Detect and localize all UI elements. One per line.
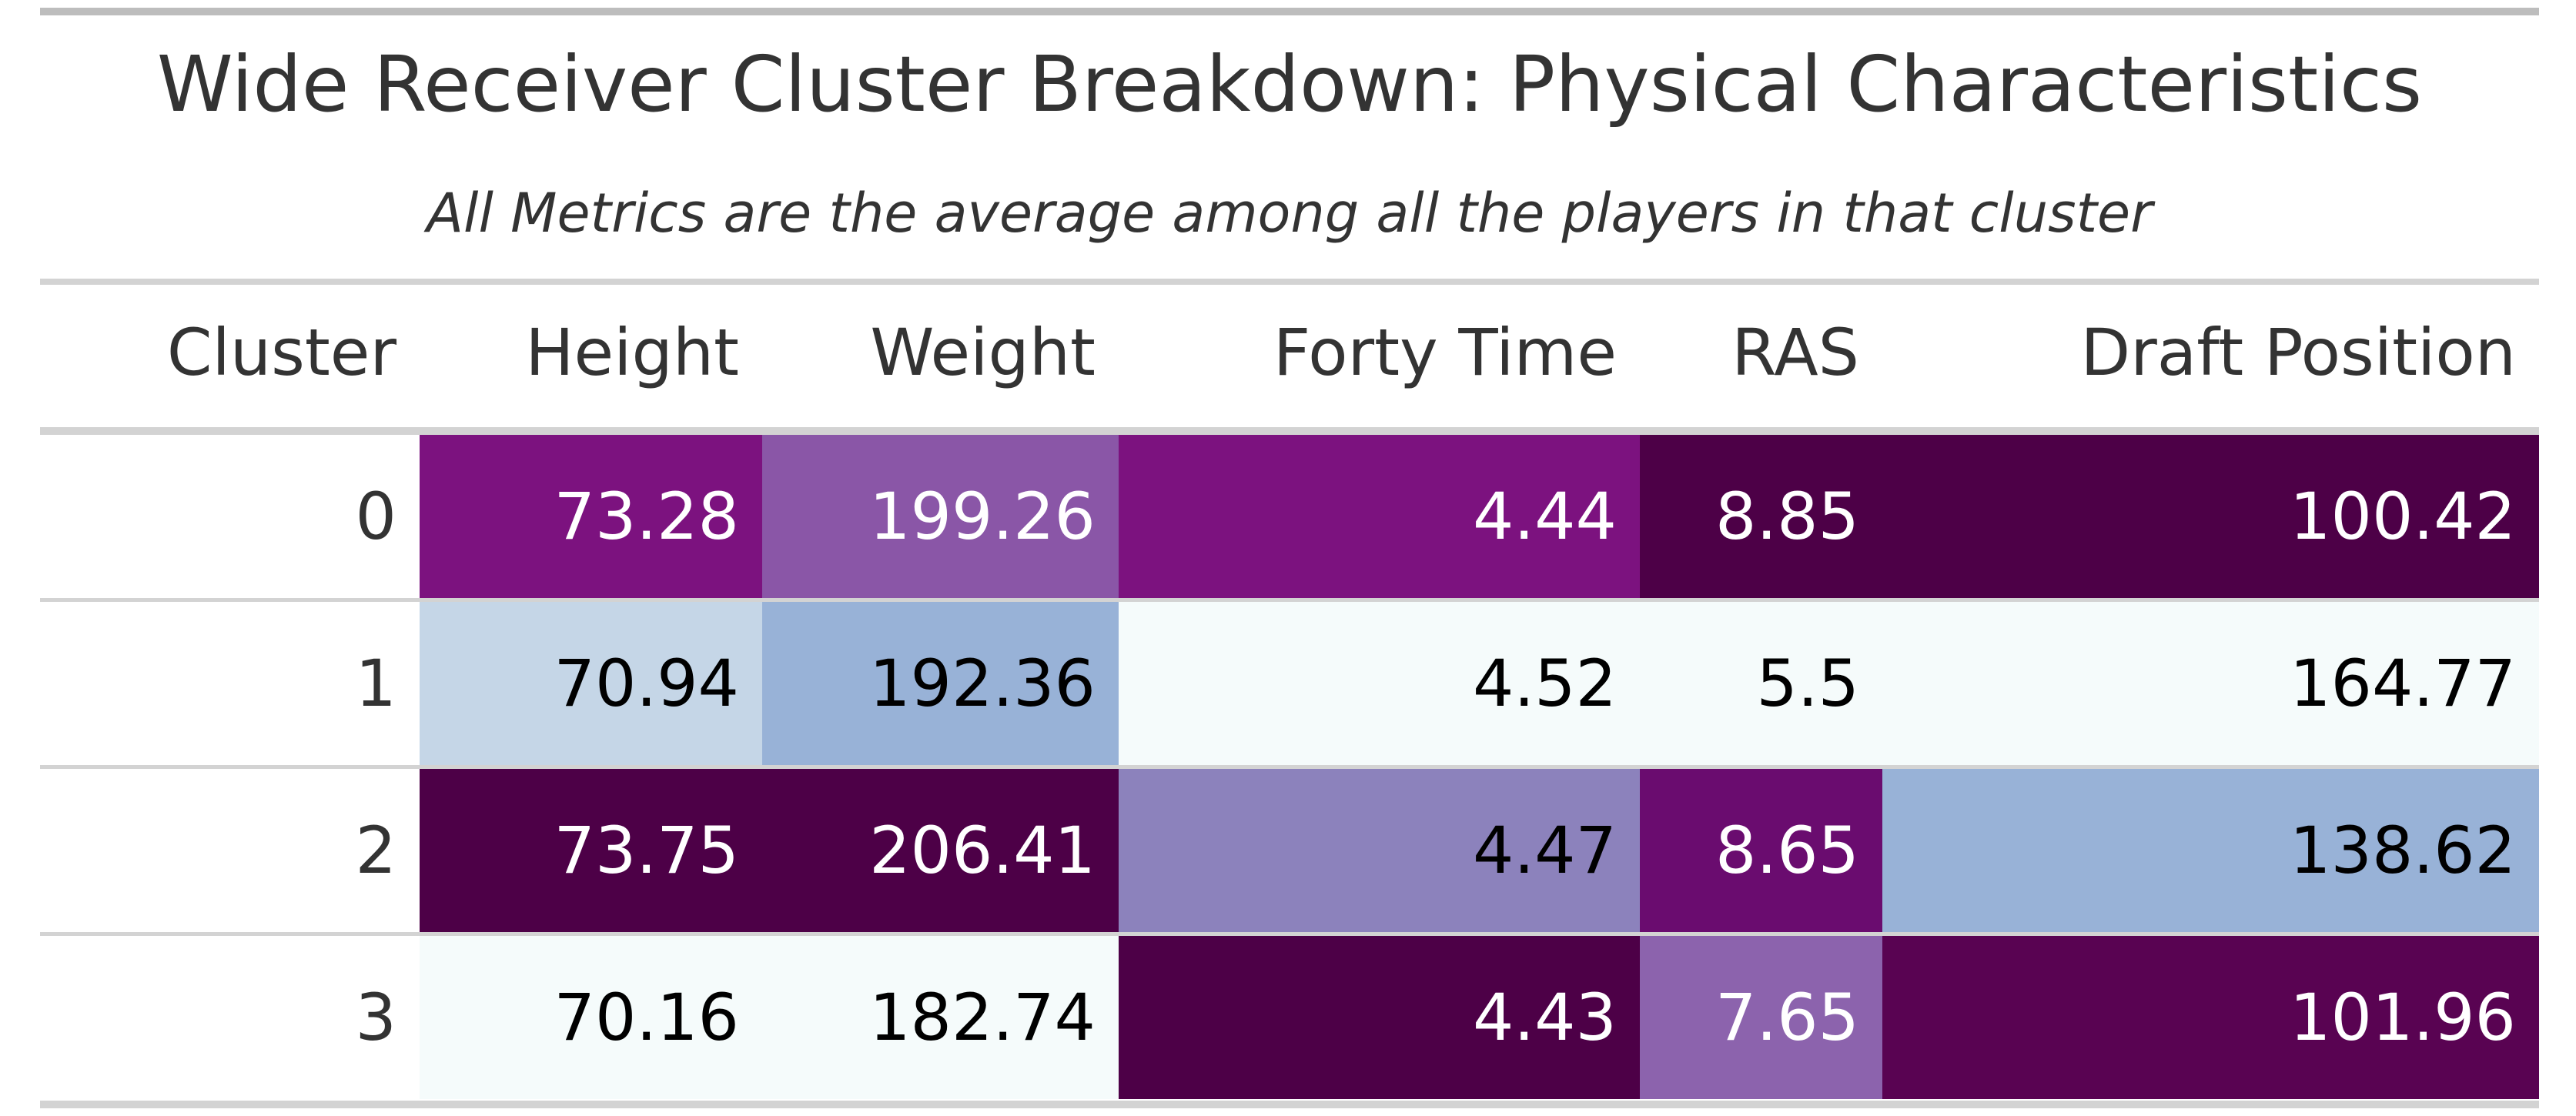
- table-cell-draft-position-row-1: 164.77: [1882, 602, 2539, 765]
- row-divider: [40, 932, 2539, 936]
- table-cell-forty-time-row-3: 4.43: [1119, 936, 1640, 1099]
- header-divider: [40, 427, 2539, 435]
- table-cell-forty-time-row-0: 4.44: [1119, 435, 1640, 598]
- column-header-forty-time: Forty Time: [1273, 315, 1617, 390]
- table-cell-forty-time-row-2: 4.47: [1119, 769, 1640, 932]
- column-header-cluster: Cluster: [166, 315, 396, 390]
- table-cell-weight-row-1: 192.36: [762, 602, 1119, 765]
- column-header-height: Height: [525, 315, 739, 390]
- table-cell-height-row-3: 70.16: [420, 936, 762, 1099]
- table-cell-weight-row-0: 199.26: [762, 435, 1119, 598]
- column-header-draft-position: Draft Position: [2080, 315, 2516, 390]
- table-cell-cluster-row-1: 1: [355, 646, 396, 721]
- table-cell-forty-time-row-1: 4.52: [1119, 602, 1640, 765]
- table-cell-draft-position-row-0: 100.42: [1882, 435, 2539, 598]
- column-header-weight: Weight: [870, 315, 1096, 390]
- table-cell-ras-row-2: 8.65: [1640, 769, 1882, 932]
- chart-title: Wide Receiver Cluster Breakdown: Physica…: [156, 39, 2423, 129]
- table-cell-ras-row-1: 5.5: [1640, 602, 1882, 765]
- row-divider: [40, 765, 2539, 769]
- table-cell-ras-row-0: 8.85: [1640, 435, 1882, 598]
- table-cell-weight-row-2: 206.41: [762, 769, 1119, 932]
- column-header-ras: RAS: [1731, 315, 1859, 390]
- title-divider: [40, 279, 2539, 285]
- table-cell-height-row-1: 70.94: [420, 602, 762, 765]
- table-cell-draft-position-row-2: 138.62: [1882, 769, 2539, 932]
- table-cell-height-row-0: 73.28: [420, 435, 762, 598]
- row-divider: [40, 598, 2539, 602]
- table-bottom-rule: [40, 1101, 2539, 1108]
- table-cell-weight-row-3: 182.74: [762, 936, 1119, 1099]
- table-cell-draft-position-row-3: 101.96: [1882, 936, 2539, 1099]
- table-cell-cluster-row-0: 0: [355, 479, 396, 554]
- table-cell-cluster-row-3: 3: [355, 980, 396, 1055]
- table-cell-cluster-row-2: 2: [355, 813, 396, 888]
- table-top-rule: [40, 8, 2539, 15]
- table-cell-ras-row-3: 7.65: [1640, 936, 1882, 1099]
- chart-subtitle: All Metrics are the average among all th…: [427, 182, 2153, 245]
- table-cell-height-row-2: 73.75: [420, 769, 762, 932]
